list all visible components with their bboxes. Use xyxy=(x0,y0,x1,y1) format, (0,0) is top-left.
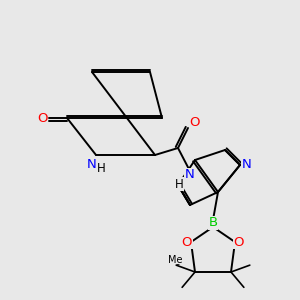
Text: N: N xyxy=(87,158,97,172)
Text: O: O xyxy=(190,116,200,130)
Text: H: H xyxy=(97,161,105,175)
Text: B: B xyxy=(208,217,217,230)
Text: N: N xyxy=(185,169,195,182)
Text: Me: Me xyxy=(168,255,182,265)
Text: -: - xyxy=(175,259,179,269)
Text: O: O xyxy=(37,112,47,124)
Text: O: O xyxy=(182,236,192,248)
Text: O: O xyxy=(234,236,244,248)
Text: H: H xyxy=(175,178,183,190)
Text: N: N xyxy=(242,158,252,172)
